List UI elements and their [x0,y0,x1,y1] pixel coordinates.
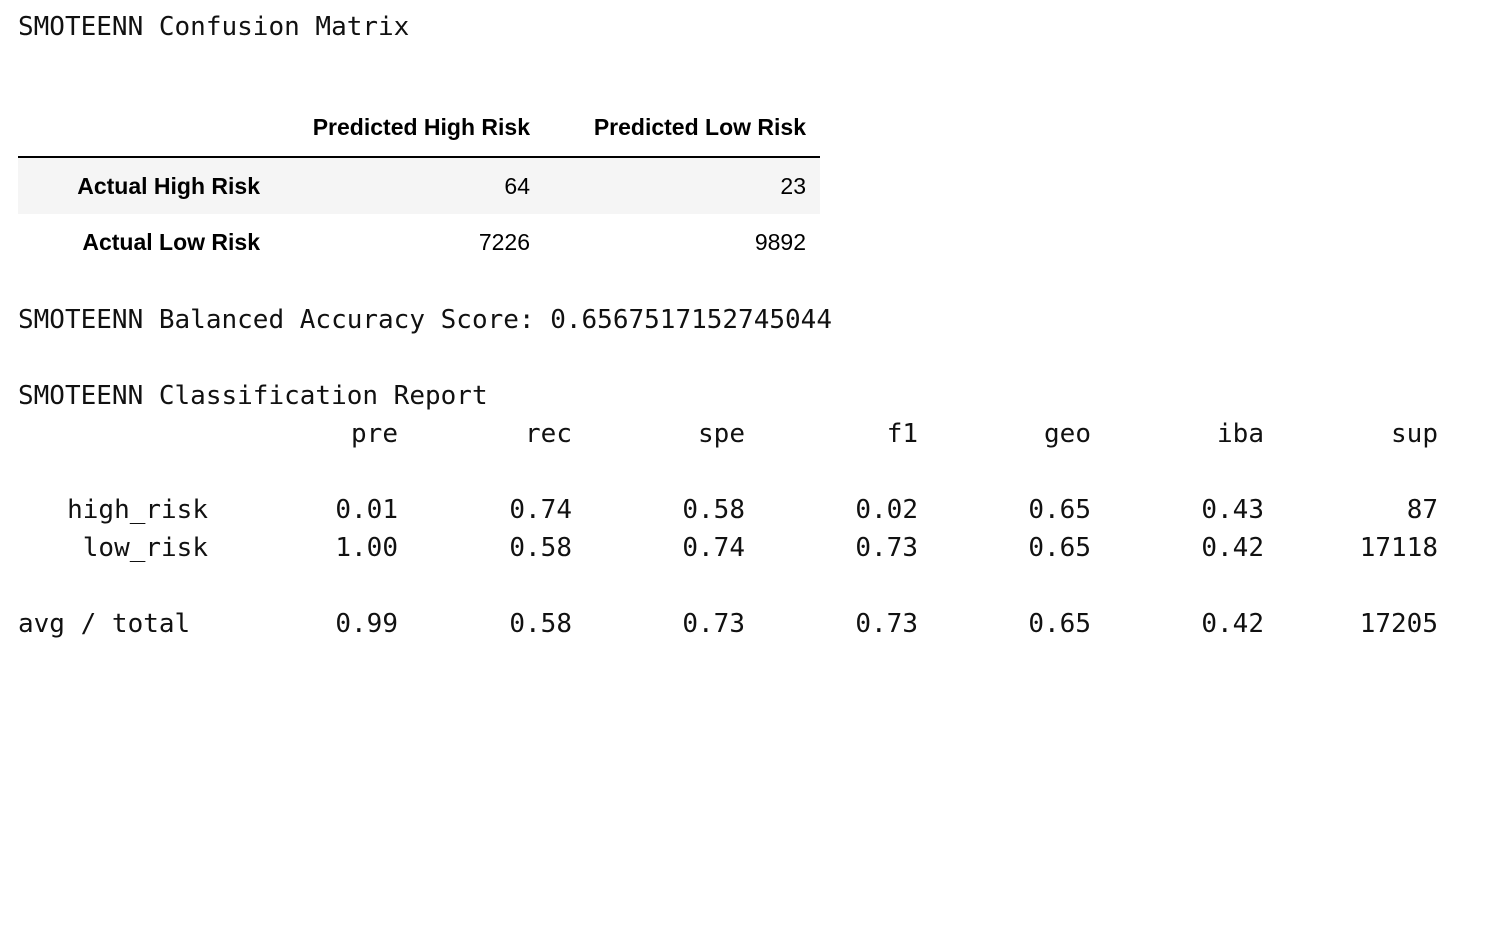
balanced-accuracy-line: SMOTEENN Balanced Accuracy Score: 0.6567… [18,305,832,335]
report-cell: 0.65 [1028,533,1091,563]
report-row: low_risk 1.00 0.58 0.74 0.73 0.65 0.42 1… [18,529,1438,567]
report-cell: 0.65 [1028,609,1091,639]
report-column-header: iba [1217,419,1264,449]
report-cell: 0.58 [509,609,572,639]
confusion-matrix-table: Predicted High Risk Predicted Low Risk A… [18,99,820,271]
report-column-header: sup [1391,419,1438,449]
table-cell: 9892 [754,229,806,255]
report-column-header: rec [525,419,572,449]
report-total-label: avg / total [18,609,191,639]
corner-cell [18,99,274,158]
report-cell: 0.73 [855,609,918,639]
report-cell: 0.73 [682,609,745,639]
report-cell: 0.74 [682,533,745,563]
report-cell: 0.02 [855,495,918,525]
report-row: high_risk 0.01 0.74 0.58 0.02 0.65 0.43 … [18,491,1438,529]
report-header-row: pre rec spe f1 geo iba sup [18,415,1438,453]
report-cell: 0.99 [335,609,398,639]
column-header: Predicted High Risk [274,99,544,158]
report-cell: 0.65 [1028,495,1091,525]
report-cell: 0.73 [855,533,918,563]
report-cell: 0.74 [509,495,572,525]
report-cell: 0.42 [1201,609,1264,639]
report-column-header: spe [698,419,745,449]
report-cell: 0.58 [682,495,745,525]
report-cell: 0.01 [335,495,398,525]
report-total-row: avg / total 0.99 0.58 0.73 0.73 0.65 0.4… [18,605,1438,643]
report-column-header: geo [1044,419,1091,449]
report-column-header: pre [351,419,398,449]
row-header: Actual Low Risk [82,229,260,255]
report-row-label: low_risk [82,533,208,563]
report-column-header: f1 [886,419,918,449]
table-cell: 64 [504,172,530,199]
report-row-label: high_risk [67,495,208,525]
report-cell: 0.43 [1201,495,1264,525]
table-row: Actual High Risk 64 23 [18,157,820,214]
report-cell: 17118 [1359,533,1438,563]
confusion-matrix-title: SMOTEENN Confusion Matrix [18,12,410,42]
report-cell: 17205 [1359,609,1438,639]
report-cell: 0.58 [509,533,572,563]
column-header: Predicted Low Risk [544,99,820,158]
table-cell: 7226 [478,229,530,255]
row-header: Actual High Risk [77,172,260,199]
report-cell: 0.42 [1201,533,1264,563]
report-cell: 87 [1406,495,1438,525]
confusion-matrix-table-wrapper: Predicted High Risk Predicted Low Risk A… [18,99,820,271]
table-cell: 23 [780,172,806,199]
report-cell: 1.00 [335,533,398,563]
classification-report-title: SMOTEENN Classification Report [18,381,488,411]
table-row: Actual Low Risk 7226 9892 [18,214,820,271]
confusion-matrix-header-row: Predicted High Risk Predicted Low Risk [18,99,820,158]
